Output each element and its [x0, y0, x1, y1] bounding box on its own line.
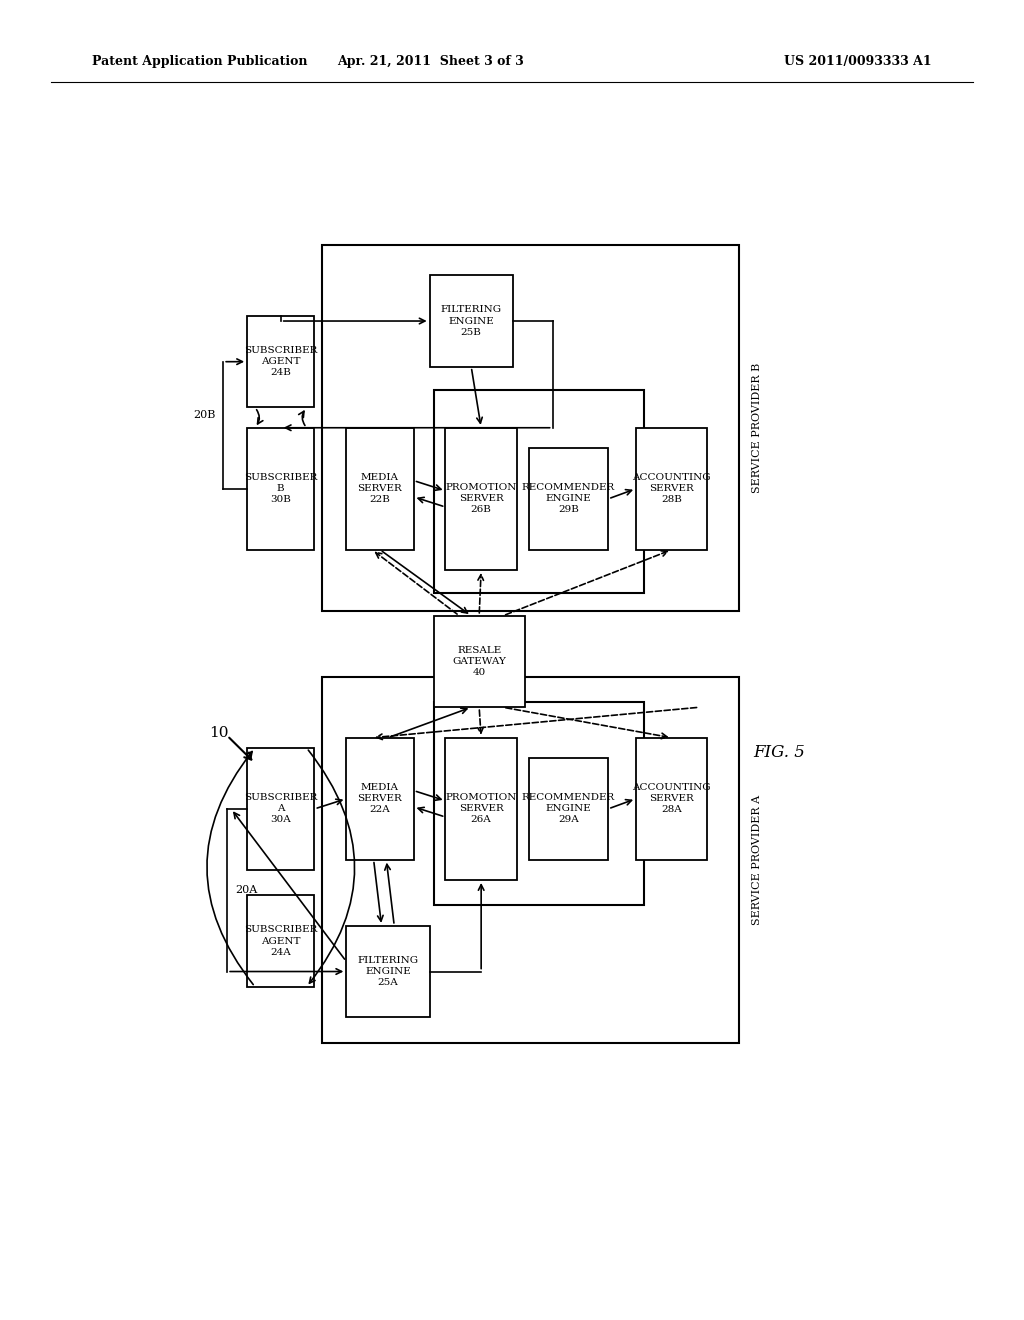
Text: PROMOTION
SERVER
26A: PROMOTION SERVER 26A	[445, 793, 517, 825]
Text: FILTERING
ENGINE
25A: FILTERING ENGINE 25A	[357, 956, 419, 987]
Text: MEDIA
SERVER
22A: MEDIA SERVER 22A	[357, 783, 402, 814]
Bar	[433, 615, 524, 708]
Text: 20A: 20A	[236, 886, 257, 895]
Bar	[430, 276, 513, 367]
Text: MEDIA
SERVER
22B: MEDIA SERVER 22B	[357, 473, 402, 504]
Text: RECOMMENDER
ENGINE
29A: RECOMMENDER ENGINE 29A	[522, 793, 615, 825]
Bar	[346, 428, 414, 549]
Bar	[445, 428, 517, 570]
Bar	[247, 428, 314, 549]
Bar	[323, 244, 739, 611]
Bar	[528, 447, 608, 549]
Text: 10: 10	[210, 726, 229, 739]
Text: SERVICE PROVIDER B: SERVICE PROVIDER B	[752, 363, 762, 492]
Bar	[636, 428, 708, 549]
Text: Patent Application Publication: Patent Application Publication	[92, 55, 307, 69]
Bar	[636, 738, 708, 859]
Bar	[323, 677, 739, 1043]
Text: SUBSCRIBER
AGENT
24B: SUBSCRIBER AGENT 24B	[244, 346, 317, 378]
Bar	[433, 391, 644, 594]
Text: Apr. 21, 2011  Sheet 3 of 3: Apr. 21, 2011 Sheet 3 of 3	[337, 55, 523, 69]
Text: RECOMMENDER
ENGINE
29B: RECOMMENDER ENGINE 29B	[522, 483, 615, 515]
Bar	[528, 758, 608, 859]
Text: FIG. 5: FIG. 5	[753, 744, 805, 762]
Text: 20B: 20B	[193, 411, 215, 420]
Text: SUBSCRIBER
B
30B: SUBSCRIBER B 30B	[244, 473, 317, 504]
Text: SERVICE PROVIDER A: SERVICE PROVIDER A	[752, 795, 762, 925]
Text: SUBSCRIBER
A
30A: SUBSCRIBER A 30A	[244, 793, 317, 825]
Text: PROMOTION
SERVER
26B: PROMOTION SERVER 26B	[445, 483, 517, 515]
Text: SUBSCRIBER
AGENT
24A: SUBSCRIBER AGENT 24A	[244, 925, 317, 957]
Bar	[247, 315, 314, 408]
Text: ACCOUNTING
SERVER
28A: ACCOUNTING SERVER 28A	[632, 783, 711, 814]
Bar	[433, 702, 644, 906]
Bar	[346, 738, 414, 859]
Bar	[346, 925, 430, 1018]
Bar	[445, 738, 517, 880]
Bar	[247, 895, 314, 987]
Text: RESALE
GATEWAY
40: RESALE GATEWAY 40	[453, 645, 506, 677]
Bar	[247, 748, 314, 870]
Text: ACCOUNTING
SERVER
28B: ACCOUNTING SERVER 28B	[632, 473, 711, 504]
Text: US 2011/0093333 A1: US 2011/0093333 A1	[784, 55, 932, 69]
Text: FILTERING
ENGINE
25B: FILTERING ENGINE 25B	[440, 305, 502, 337]
